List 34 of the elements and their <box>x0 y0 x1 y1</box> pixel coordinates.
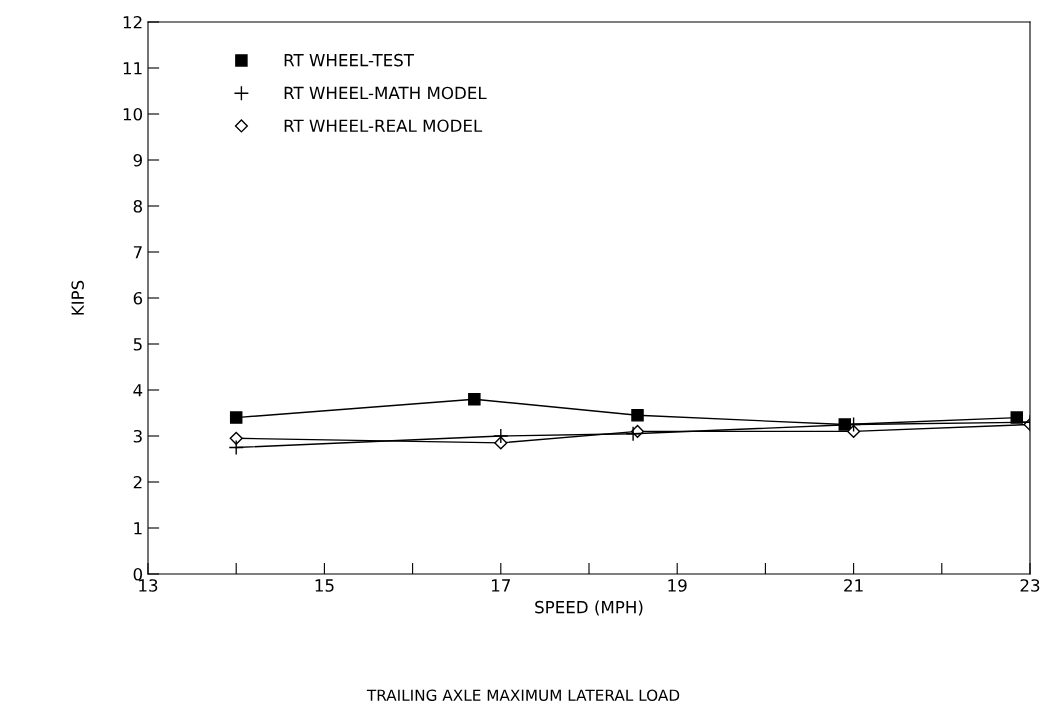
legend-label: RT WHEEL-TEST <box>284 53 414 67</box>
y-tick-label: 5 <box>133 338 142 351</box>
point <box>1010 411 1024 424</box>
y-tick-label: 8 <box>133 199 142 213</box>
point <box>468 392 481 406</box>
y-tick-label: 0 <box>133 567 143 581</box>
point <box>494 436 508 450</box>
x-tick-label: 15 <box>315 579 334 592</box>
point <box>493 428 509 444</box>
x-tick-label: 19 <box>668 579 687 592</box>
y-axis-title: KIPS <box>71 280 84 315</box>
y-tick-label: 7 <box>133 246 142 259</box>
y-tick-label: 1 <box>134 522 142 535</box>
point <box>847 424 861 438</box>
y-tick-label: 3 <box>133 429 142 443</box>
x-axis-title: SPEED (MPH) <box>535 600 643 616</box>
y-tick-label: 9 <box>133 153 142 167</box>
x-tick-label: 17 <box>492 579 510 592</box>
point <box>229 431 243 445</box>
y-tick-label: 2 <box>133 475 142 489</box>
y-tick-label: 10 <box>123 107 143 121</box>
y-tick-label: 4 <box>133 384 143 397</box>
point <box>631 409 644 422</box>
point <box>229 411 243 424</box>
point <box>625 426 641 442</box>
x-tick-label: 23 <box>1020 579 1040 592</box>
y-tick-label: 12 <box>123 15 142 29</box>
x-tick-label: 21 <box>844 579 863 592</box>
legend-label: RT WHEEL-MATH MODEL <box>284 86 487 100</box>
x-tick-label: 13 <box>139 579 158 592</box>
text: TRAILING AXLE MAXIMUM LATERAL LOAD <box>366 689 680 701</box>
y-tick-label: 11 <box>123 62 142 75</box>
legend-label: RT WHEEL-REAL MODEL <box>284 119 483 133</box>
y-tick-label: 6 <box>133 291 143 305</box>
